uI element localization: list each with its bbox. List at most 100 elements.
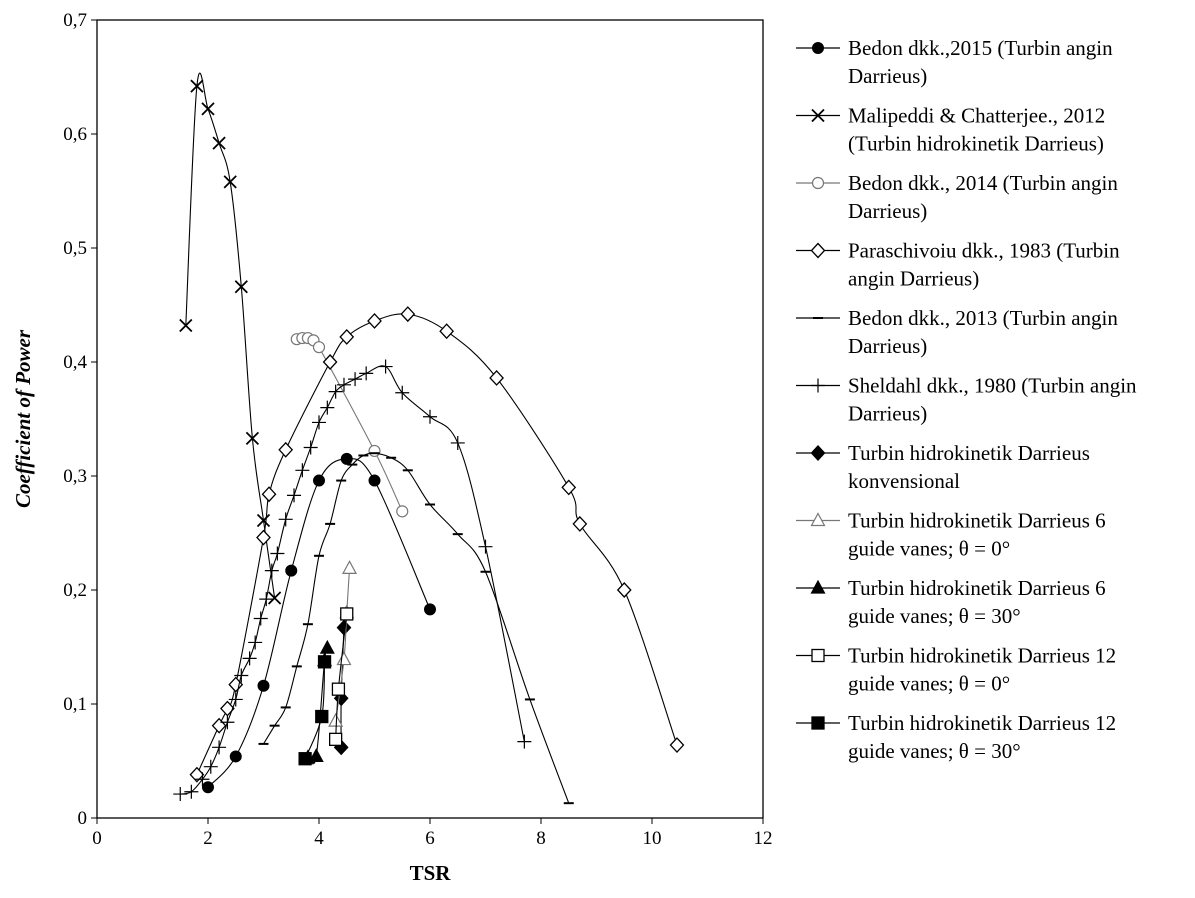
data-point-shape <box>320 400 335 415</box>
legend-item-6: Turbin hidrokinetik Darrieus konvensional <box>796 441 1090 493</box>
data-point-shape <box>212 136 226 150</box>
data-point <box>285 564 298 577</box>
legend-marker <box>811 378 825 393</box>
data-point <box>616 582 632 598</box>
data-point <box>348 372 363 387</box>
data-point-shape <box>395 385 410 400</box>
legend-item-7: Turbin hidrokinetik Darrieus 6 guide vane… <box>796 509 1106 561</box>
data-point <box>278 441 294 458</box>
data-point-shape <box>368 444 381 458</box>
data-point-shape <box>202 781 214 794</box>
data-point-shape <box>319 639 335 654</box>
data-point-shape <box>400 306 416 323</box>
data-point-shape <box>359 366 374 381</box>
data-point-shape <box>234 668 249 683</box>
data-point-shape <box>450 435 465 450</box>
x-tick-label: 8 <box>536 828 546 849</box>
legend-item-2: Bedon dkk., 2014 (Turbin angin Darrieus) <box>796 171 1118 223</box>
legend-label: guide vanes; θ = 30° <box>848 604 1021 628</box>
x-tick-label: 4 <box>314 828 324 849</box>
data-point <box>336 619 352 636</box>
legend-label: konvensional <box>848 469 960 493</box>
data-point <box>367 313 382 329</box>
data-point <box>256 529 271 546</box>
data-point-shape <box>267 591 282 605</box>
data-point <box>256 513 271 528</box>
legend-label: Turbin hidrokinetik Darrieus <box>848 441 1090 465</box>
data-point-shape <box>561 479 577 496</box>
data-point-shape <box>439 323 455 340</box>
legend-label: Turbin hidrokinetik Darrieus 6 <box>848 509 1106 533</box>
y-tick-label: 0,1 <box>63 694 87 715</box>
data-point <box>322 354 338 370</box>
data-point <box>253 611 268 626</box>
data-point <box>424 603 436 616</box>
data-point <box>339 328 355 345</box>
series-2 <box>290 331 409 518</box>
data-point <box>173 787 188 802</box>
data-point <box>303 440 318 455</box>
x-axis-title: TSR <box>410 861 452 885</box>
data-point <box>336 377 351 392</box>
legend-marker-shape <box>811 716 825 730</box>
legend-item-10: Turbin hidrokinetik Darrieus 12 guide van… <box>796 711 1116 763</box>
data-point <box>328 712 344 727</box>
data-point-shape <box>572 515 588 532</box>
data-point <box>315 709 329 724</box>
data-point-shape <box>340 452 353 465</box>
data-point-shape <box>303 440 318 455</box>
data-point <box>340 607 354 621</box>
data-point-shape <box>312 415 326 430</box>
legend-label: Darrieus) <box>848 64 927 88</box>
series-3 <box>189 306 685 783</box>
data-point <box>669 737 685 753</box>
legend-label: guide vanes; θ = 30° <box>848 739 1021 763</box>
x-tick-label: 0 <box>92 828 102 849</box>
plot-area: 0 2 4 6 8 10 12 0 0,1 0,2 0,3 0,4 0,5 0,6 0,7 TSR Coeffi… <box>11 10 773 885</box>
data-point-shape <box>336 651 352 666</box>
series-9 <box>328 607 354 746</box>
data-point-shape <box>190 79 204 93</box>
legend-marker <box>810 445 826 461</box>
x-tick-label: 2 <box>203 828 213 849</box>
legend-item-8: Turbin hidrokinetik Darrieus 6 guide vane… <box>796 576 1106 628</box>
y-tick-label: 0,4 <box>63 352 87 373</box>
data-point-shape <box>203 759 218 774</box>
series-2-line <box>296 336 403 512</box>
data-point-shape <box>256 529 271 546</box>
x-tick-label: 6 <box>425 828 435 849</box>
data-point-shape <box>259 592 274 607</box>
data-point <box>267 591 282 605</box>
legend-marker-shape <box>811 648 825 663</box>
legend-label: (Turbin hidrokinetik Darrieus) <box>848 132 1104 156</box>
legend: Bedon dkk.,2015 (Turbin angin Darrieus) Ma… <box>796 36 1137 763</box>
legend-marker-shape <box>810 445 826 461</box>
data-point <box>229 750 242 763</box>
data-point <box>259 592 274 607</box>
legend-item-4: Bedon dkk., 2013 (Turbin angin Darrieus) <box>796 306 1118 358</box>
data-point-shape <box>322 354 338 370</box>
data-point-shape <box>201 102 215 116</box>
data-point <box>220 700 235 717</box>
data-point <box>298 752 312 766</box>
data-point <box>234 280 248 294</box>
legend-item-5: Sheldahl dkk., 1980 (Turbin angin Darrieu… <box>796 374 1137 426</box>
data-point <box>245 431 260 446</box>
data-point <box>313 474 325 487</box>
data-point <box>228 692 243 707</box>
data-point-shape <box>336 619 352 636</box>
data-point-shape <box>278 441 294 458</box>
legend-label: Darrieus) <box>848 199 927 223</box>
data-point <box>478 539 493 554</box>
data-point <box>270 546 285 561</box>
series-0 <box>202 452 436 794</box>
series-4 <box>258 452 574 805</box>
legend-marker <box>811 108 825 123</box>
series-3-line <box>196 313 678 775</box>
data-point-shape <box>245 431 260 446</box>
series-5 <box>173 359 532 802</box>
data-point-shape <box>195 772 210 787</box>
legend-marker <box>811 176 825 190</box>
legend-label: Malipeddi & Chatterjee., 2012 <box>848 104 1105 128</box>
data-point <box>489 370 504 386</box>
